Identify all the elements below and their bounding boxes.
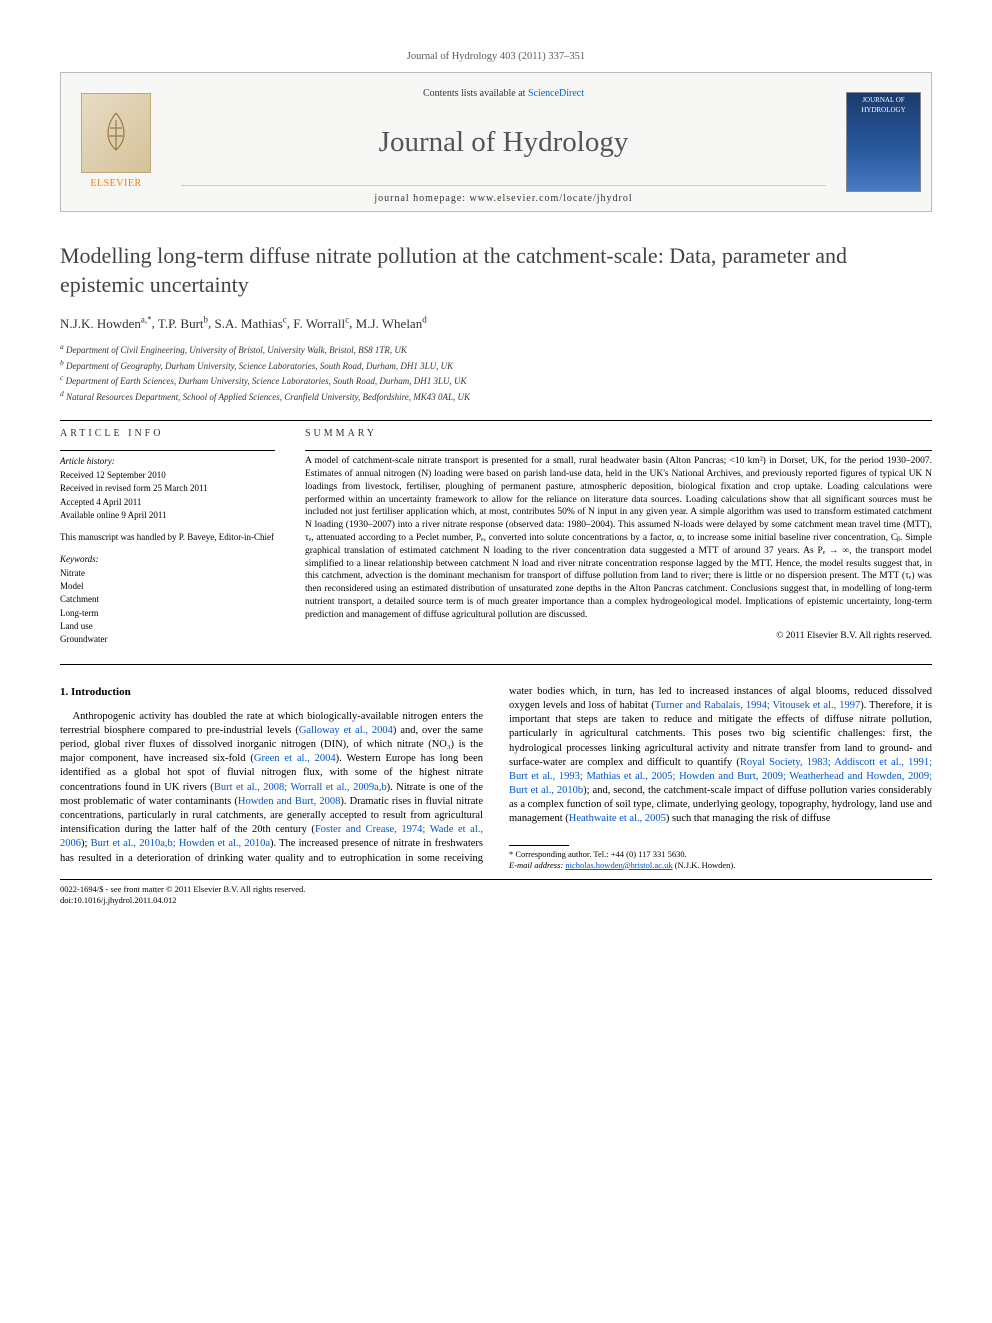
footer-left: 0022-1694/$ - see front matter © 2011 El… bbox=[60, 884, 305, 907]
editor-note: This manuscript was handled by P. Baveye… bbox=[60, 531, 275, 543]
author-name: S.A. Mathias bbox=[215, 316, 283, 331]
sciencedirect-link[interactable]: ScienceDirect bbox=[528, 88, 584, 99]
cover-title: JOURNAL OF HYDROLOGY bbox=[850, 96, 917, 115]
history-item: Received 12 September 2010 bbox=[60, 469, 275, 481]
banner-center: Contents lists available at ScienceDirec… bbox=[171, 73, 836, 211]
keyword: Groundwater bbox=[60, 633, 275, 645]
aff-marker: b bbox=[60, 358, 64, 367]
history-item: Accepted 4 April 2011 bbox=[60, 496, 275, 508]
homepage-prefix: journal homepage: bbox=[374, 193, 469, 204]
contents-prefix: Contents lists available at bbox=[423, 88, 528, 99]
publisher-block: ELSEVIER bbox=[61, 73, 171, 211]
elsevier-tree-icon bbox=[81, 93, 151, 173]
history-head: Article history: bbox=[60, 455, 275, 467]
summary-text: A model of catchment-scale nitrate trans… bbox=[305, 455, 932, 622]
email-label: E-mail address: bbox=[509, 860, 563, 870]
author-name: N.J.K. Howden bbox=[60, 316, 141, 331]
history-item: Received in revised form 25 March 2011 bbox=[60, 482, 275, 494]
section-number: 1. bbox=[60, 686, 68, 698]
doi: doi:10.1016/j.jhydrol.2011.04.012 bbox=[60, 895, 305, 906]
author-marker: c bbox=[283, 314, 287, 324]
corresponding-author: * Corresponding author. Tel.: +44 (0) 11… bbox=[509, 849, 932, 860]
affiliation: b Department of Geography, Durham Univer… bbox=[60, 358, 932, 373]
affiliation: c Department of Earth Sciences, Durham U… bbox=[60, 373, 932, 388]
author-name: F. Worrall bbox=[293, 316, 345, 331]
keyword: Long-term bbox=[60, 607, 275, 619]
history-item: Available online 9 April 2011 bbox=[60, 509, 275, 521]
author-name: T.P. Burt bbox=[158, 316, 204, 331]
aff-text: Department of Civil Engineering, Univers… bbox=[66, 345, 407, 355]
aff-marker: d bbox=[60, 389, 64, 398]
affiliations: a Department of Civil Engineering, Unive… bbox=[60, 342, 932, 403]
homepage-line: journal homepage: www.elsevier.com/locat… bbox=[181, 185, 826, 206]
footnote-rule bbox=[509, 845, 569, 846]
author: M.J. Wheland bbox=[356, 316, 427, 331]
author-list: N.J.K. Howdena,*, T.P. Burtb, S.A. Mathi… bbox=[60, 313, 932, 332]
section-title: Introduction bbox=[71, 686, 131, 698]
affiliation: d Natural Resources Department, School o… bbox=[60, 389, 932, 404]
email-suffix: (N.J.K. Howden). bbox=[675, 860, 736, 870]
divider bbox=[60, 664, 932, 665]
aff-text: Natural Resources Department, School of … bbox=[66, 392, 470, 402]
author: T.P. Burtb bbox=[158, 316, 208, 331]
email-line: E-mail address: nicholas.howden@bristol.… bbox=[509, 860, 932, 871]
copyright: © 2011 Elsevier B.V. All rights reserved… bbox=[305, 630, 932, 643]
cover-block: JOURNAL OF HYDROLOGY bbox=[836, 73, 931, 211]
affiliation: a Department of Civil Engineering, Unive… bbox=[60, 342, 932, 357]
keywords-head: Keywords: bbox=[60, 553, 275, 565]
author-name: M.J. Whelan bbox=[356, 316, 423, 331]
info-row: ARTICLE INFO Article history: Received 1… bbox=[60, 427, 932, 646]
journal-banner: ELSEVIER Contents lists available at Sci… bbox=[60, 72, 932, 212]
article-title: Modelling long-term diffuse nitrate poll… bbox=[60, 242, 932, 299]
page: Journal of Hydrology 403 (2011) 337–351 … bbox=[0, 0, 992, 947]
author-marker: a,* bbox=[141, 314, 152, 324]
article-info-panel: ARTICLE INFO Article history: Received 1… bbox=[60, 427, 275, 646]
aff-marker: c bbox=[60, 373, 63, 382]
summary-panel: SUMMARY A model of catchment-scale nitra… bbox=[305, 427, 932, 646]
keyword: Land use bbox=[60, 620, 275, 632]
journal-name: Journal of Hydrology bbox=[181, 123, 826, 162]
page-footer: 0022-1694/$ - see front matter © 2011 El… bbox=[60, 879, 932, 907]
body-columns: 1. Introduction Anthropogenic activity h… bbox=[60, 685, 932, 871]
publisher-name: ELSEVIER bbox=[90, 177, 141, 191]
front-matter: 0022-1694/$ - see front matter © 2011 El… bbox=[60, 884, 305, 895]
divider bbox=[60, 420, 932, 421]
section-heading: 1. Introduction bbox=[60, 685, 483, 700]
email-link[interactable]: nicholas.howden@bristol.ac.uk bbox=[565, 860, 672, 870]
author-marker: c bbox=[345, 314, 349, 324]
divider bbox=[60, 450, 275, 451]
author: S.A. Mathiasc bbox=[215, 316, 287, 331]
author: F. Worrallc bbox=[293, 316, 349, 331]
keyword: Nitrate bbox=[60, 567, 275, 579]
citation-header: Journal of Hydrology 403 (2011) 337–351 bbox=[60, 50, 932, 64]
homepage-url[interactable]: www.elsevier.com/locate/jhydrol bbox=[470, 193, 633, 204]
aff-text: Department of Earth Sciences, Durham Uni… bbox=[66, 376, 467, 386]
author-marker: d bbox=[422, 314, 427, 324]
article-info-label: ARTICLE INFO bbox=[60, 427, 275, 441]
aff-marker: a bbox=[60, 342, 64, 351]
summary-label: SUMMARY bbox=[305, 427, 932, 441]
journal-cover-icon: JOURNAL OF HYDROLOGY bbox=[846, 92, 921, 192]
keyword: Catchment bbox=[60, 593, 275, 605]
author-marker: b bbox=[204, 314, 209, 324]
body-paragraph: Anthropogenic activity has doubled the r… bbox=[60, 685, 932, 871]
keyword: Model bbox=[60, 580, 275, 592]
aff-text: Department of Geography, Durham Universi… bbox=[66, 361, 453, 371]
contents-line: Contents lists available at ScienceDirec… bbox=[181, 87, 826, 101]
author: N.J.K. Howdena,* bbox=[60, 316, 152, 331]
footnotes: * Corresponding author. Tel.: +44 (0) 11… bbox=[509, 845, 932, 871]
divider bbox=[305, 450, 932, 451]
